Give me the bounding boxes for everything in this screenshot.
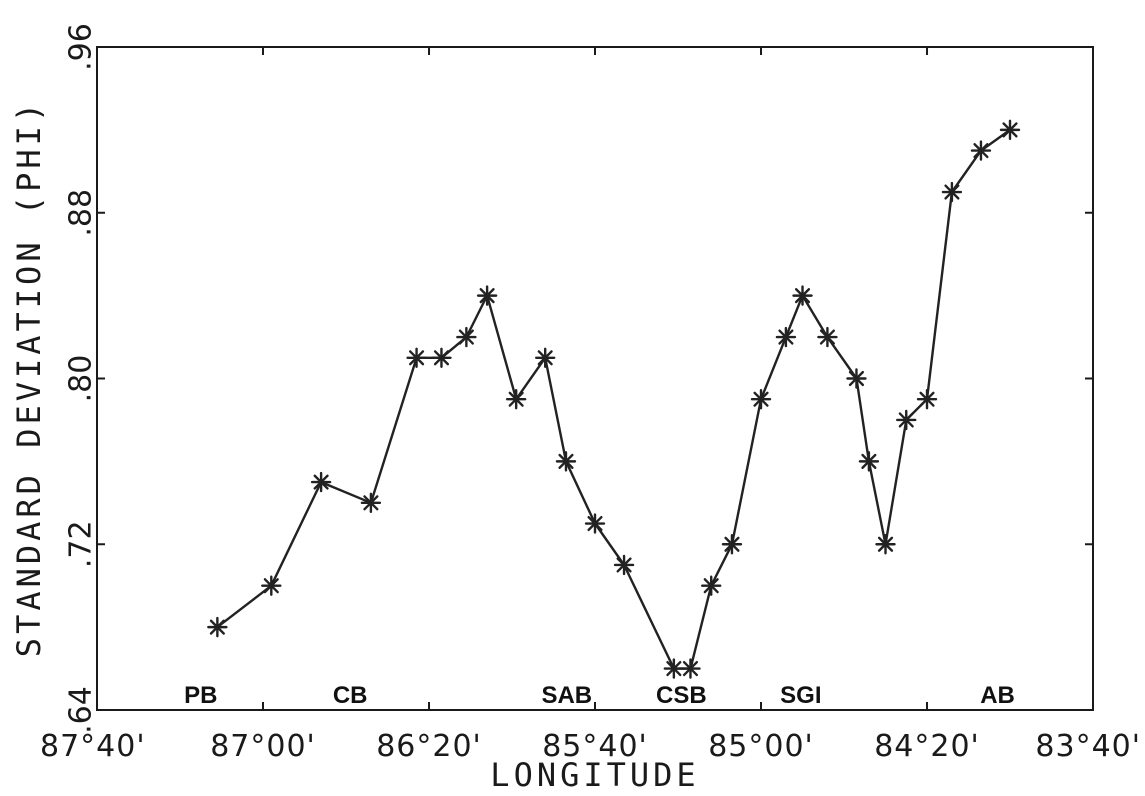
x-ticks: 87°40' 87°00' 86°20' 85°40' 85°00' 84°20' 83°4… — [40, 47, 1141, 764]
x-tick-label: 86°20' — [376, 729, 482, 764]
data-point-asterisk — [505, 389, 527, 410]
data-point-asterisk — [858, 451, 880, 472]
data-point-asterisk — [360, 492, 382, 514]
y-tick-label: .88 — [64, 189, 99, 237]
x-tick-label: 87°40' — [40, 729, 146, 764]
data-point-asterisk — [875, 534, 896, 555]
data-point-asterisk — [584, 513, 606, 534]
region-labels: PB CB SAB CSB SGI AB — [184, 682, 1015, 709]
data-point-asterisk — [613, 554, 635, 576]
data-point-asterisk — [663, 658, 685, 679]
region-label: CSB — [656, 682, 707, 709]
data-point-asterisk — [555, 451, 577, 472]
data-point-asterisk — [721, 534, 743, 555]
data-point-asterisk — [896, 409, 917, 431]
region-label: CB — [333, 682, 368, 709]
x-tick-label: 85°00' — [708, 729, 814, 764]
data-point-asterisk — [701, 575, 722, 596]
data-point-asterisk — [406, 347, 427, 368]
y-axis-title: STANDARD DEVIATION (PHI) — [10, 99, 48, 657]
data-point-asterisk — [916, 389, 938, 410]
x-tick-label: 84°20' — [874, 729, 980, 764]
data-point-asterisk — [431, 347, 452, 368]
data-point-asterisk — [999, 119, 1021, 141]
data-point-asterisk — [750, 389, 772, 410]
y-tick-label: .80 — [64, 355, 99, 403]
data-point-asterisk — [476, 285, 498, 306]
data-point-asterisk — [207, 616, 228, 638]
plot-frame — [96, 46, 1094, 711]
series-line — [216, 128, 1011, 670]
data-point-asterisk — [775, 326, 797, 348]
region-label: PB — [184, 682, 217, 709]
region-label: SAB — [541, 682, 592, 709]
data-point-asterisk — [261, 575, 282, 596]
x-tick-label: 87°00' — [210, 729, 316, 764]
data-point-asterisk — [535, 347, 556, 368]
x-tick-label: 85°40' — [542, 729, 648, 764]
region-label: AB — [980, 682, 1015, 709]
data-point-asterisk — [817, 326, 838, 348]
series — [207, 119, 1021, 679]
data-point-asterisk — [310, 471, 332, 493]
data-point-asterisk — [456, 326, 477, 348]
data-point-asterisk — [792, 285, 813, 306]
x-tick-label: 83°40' — [1035, 729, 1141, 764]
data-point-asterisk — [970, 140, 992, 161]
data-point-asterisk — [680, 658, 701, 679]
y-tick-label: .64 — [64, 686, 99, 734]
x-axis-title: LONGITUDE — [490, 756, 699, 794]
y-tick-label: .72 — [64, 520, 99, 568]
data-point-asterisk — [941, 181, 963, 203]
data-point-asterisk — [846, 368, 867, 389]
y-ticks: .64 .72 .80 .88 .96 — [64, 23, 1093, 734]
region-label: SGI — [780, 682, 821, 709]
y-tick-label: .96 — [64, 23, 99, 71]
